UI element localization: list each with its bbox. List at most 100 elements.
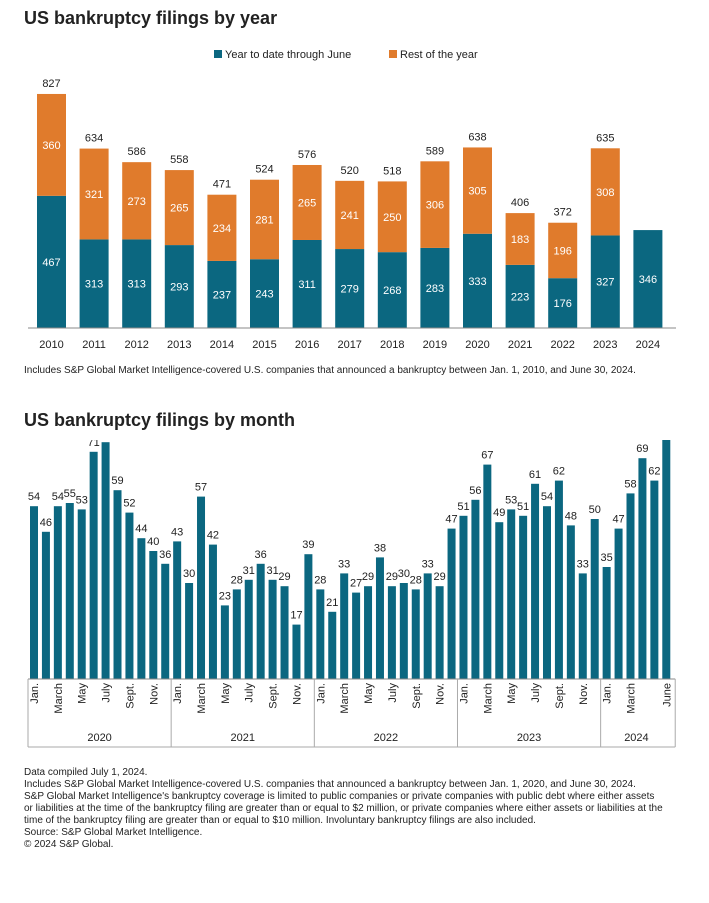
month-bar-41 xyxy=(519,515,528,679)
month-tick-2020-March: March xyxy=(53,683,65,714)
month-tick-2023-July: July xyxy=(530,683,542,703)
label-ytd-2024: 346 xyxy=(639,274,657,286)
month-bar-0 xyxy=(30,506,38,679)
month-bar-5 xyxy=(89,451,98,679)
month-tick-2022-Sept.: Sept. xyxy=(411,683,423,709)
month-bar-50 xyxy=(626,493,635,679)
month-value-24: 28 xyxy=(314,574,326,586)
month-value-11: 36 xyxy=(159,549,171,561)
month-value-23: 39 xyxy=(302,539,314,551)
month-value-0: 54 xyxy=(28,491,40,503)
month-bar-1 xyxy=(41,531,50,679)
bar-ytd-2023 xyxy=(590,235,620,328)
label-rest-2014: 234 xyxy=(213,223,231,235)
month-bar-6 xyxy=(101,442,110,679)
label-total-2021: 406 xyxy=(511,197,529,209)
month-bar-34 xyxy=(435,586,444,679)
footer-coverage: S&P Global Market Intelligence's bankrup… xyxy=(24,791,663,826)
label-total-2011: 634 xyxy=(85,133,103,145)
legend-swatch-rest xyxy=(389,50,397,58)
monthly-bar-chart: 5446545553717459524440364330574223283136… xyxy=(27,440,676,748)
month-bar-21 xyxy=(280,586,289,679)
month-bar-45 xyxy=(566,525,575,679)
month-value-3: 55 xyxy=(64,488,76,500)
month-bar-9 xyxy=(137,538,146,679)
bar-rest-2020 xyxy=(463,147,492,234)
label-rest-2010: 360 xyxy=(42,140,60,152)
month-tick-2024-June: June xyxy=(661,683,673,707)
label-ytd-2016: 311 xyxy=(298,279,316,291)
month-tick-2022-Nov.: Nov. xyxy=(435,683,447,705)
month-value-32: 28 xyxy=(410,574,422,586)
footer-source: Source: S&P Global Market Intelligence. xyxy=(24,827,203,838)
yearly-bar-chart: Year to date through June Rest of the yea… xyxy=(28,49,676,351)
month-value-39: 49 xyxy=(493,507,505,519)
bar-ytd-2012 xyxy=(122,239,152,328)
month-bar-15 xyxy=(208,544,217,679)
month-bar-11 xyxy=(161,563,170,679)
label-total-2018: 518 xyxy=(383,165,401,177)
label-rest-2012: 273 xyxy=(128,196,146,208)
footer-compiled: Data compiled July 1, 2024. xyxy=(24,767,148,778)
label-ytd-2014: 237 xyxy=(213,289,231,301)
year-label-2024: 2024 xyxy=(624,732,648,744)
month-value-48: 35 xyxy=(601,552,613,564)
bar-ytd-2017 xyxy=(335,249,365,328)
month-value-40: 53 xyxy=(505,494,517,506)
month-value-21: 29 xyxy=(278,571,290,583)
legend-label-rest: Rest of the year xyxy=(400,49,478,61)
label-ytd-2012: 313 xyxy=(128,279,146,291)
label-total-2010: 827 xyxy=(42,78,60,90)
label-rest-2020: 305 xyxy=(468,186,486,198)
month-value-1: 46 xyxy=(40,517,52,529)
month-bar-17 xyxy=(232,589,241,679)
label-total-2023: 635 xyxy=(596,132,614,144)
bar-ytd-2018 xyxy=(377,252,407,328)
month-bar-52 xyxy=(650,480,659,679)
month-value-42: 61 xyxy=(529,469,541,481)
month-value-25: 21 xyxy=(326,597,338,609)
month-value-45: 48 xyxy=(565,510,577,522)
year-label-2022: 2022 xyxy=(374,732,398,744)
label-total-2012: 586 xyxy=(128,146,146,158)
footer-notes: Data compiled July 1, 2024. Includes S&P… xyxy=(24,767,664,851)
bar-ytd-2019 xyxy=(420,247,450,328)
month-tick-2021-July: July xyxy=(244,683,256,703)
month-bar-46 xyxy=(578,573,587,679)
chart-title-by-year: US bankruptcy filings by year xyxy=(24,8,278,28)
bar-ytd-2014 xyxy=(207,260,237,328)
month-bar-37 xyxy=(471,499,480,679)
label-total-2016: 576 xyxy=(298,149,316,161)
month-tick-2024-Jan.: Jan. xyxy=(602,683,614,704)
month-value-35: 47 xyxy=(445,514,457,526)
month-value-33: 33 xyxy=(422,558,434,570)
month-bar-16 xyxy=(220,605,229,679)
bar-rest-2010 xyxy=(37,93,66,196)
label-total-2015: 524 xyxy=(255,164,273,176)
month-value-36: 51 xyxy=(457,501,469,513)
label-ytd-2015: 243 xyxy=(255,289,273,301)
month-value-29: 38 xyxy=(374,542,386,554)
bar-ytd-2016 xyxy=(292,239,322,328)
month-bar-39 xyxy=(495,522,504,679)
month-tick-2021-March: March xyxy=(196,683,208,714)
month-tick-2021-Sept.: Sept. xyxy=(268,683,280,709)
bar-rest-2018 xyxy=(377,181,407,253)
month-value-18: 31 xyxy=(243,565,255,577)
bar-ytd-2013 xyxy=(164,245,194,328)
footer-includes: Includes S&P Global Market Intelligence-… xyxy=(24,779,636,790)
label-ytd-2011: 313 xyxy=(85,279,103,291)
bar-ytd-2021 xyxy=(505,264,535,328)
month-value-31: 30 xyxy=(398,568,410,580)
month-tick-2022-March: March xyxy=(339,683,351,714)
month-value-7: 59 xyxy=(111,475,123,487)
bar-rest-2014 xyxy=(207,194,237,261)
month-value-17: 28 xyxy=(231,574,243,586)
label-ytd-2022: 176 xyxy=(554,298,572,310)
month-bar-24 xyxy=(316,589,325,679)
x-tick-2020: 2020 xyxy=(465,339,489,351)
label-ytd-2020: 333 xyxy=(468,276,486,288)
label-ytd-2023: 327 xyxy=(596,277,614,289)
month-value-27: 27 xyxy=(350,578,362,590)
month-bar-31 xyxy=(399,583,408,679)
